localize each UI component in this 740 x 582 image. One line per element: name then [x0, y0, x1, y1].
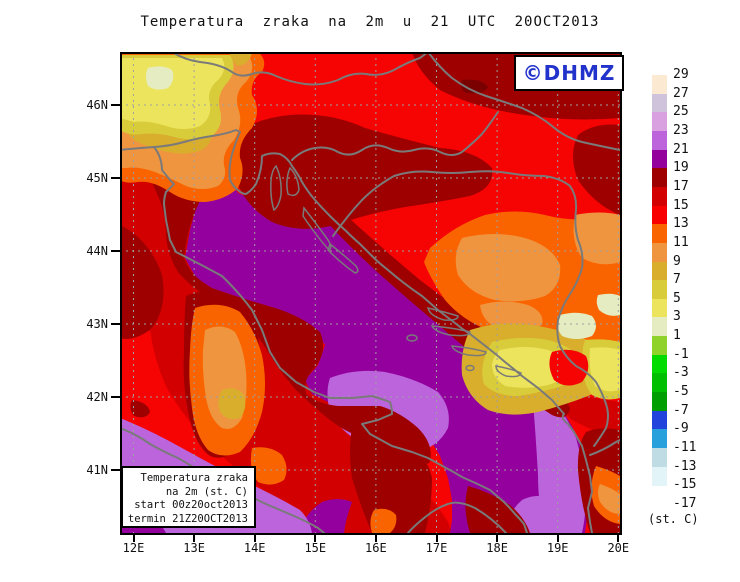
- dhmz-logo-box: ©DHMZ: [514, 55, 624, 91]
- country-borders: [120, 52, 620, 533]
- border-croatia-bosnia: [332, 170, 609, 447]
- colorbar-swatch: [652, 429, 667, 449]
- colorbar-tick-label: 21: [673, 141, 689, 157]
- lon-tick: [253, 533, 256, 542]
- field-palegreen-spots: [146, 66, 620, 339]
- colorbar-swatch: [652, 317, 667, 337]
- lat-label: 45N: [86, 171, 108, 185]
- lon-label: 20E: [607, 541, 630, 555]
- colorbar-swatch: [652, 224, 667, 244]
- lon-label: 14E: [243, 541, 266, 555]
- colorbar-swatch: [652, 93, 667, 113]
- colorbar-unit-label: (st. C): [648, 512, 699, 526]
- lat-label: 42N: [86, 390, 108, 404]
- colorbar-swatch: [652, 448, 667, 468]
- colorbar-tick-label: 17: [673, 178, 689, 194]
- border-montenegro-albania: [589, 439, 620, 456]
- info-line-2: na 2m (st. C): [165, 485, 248, 498]
- lon-label: 19E: [546, 541, 569, 555]
- lon-label: 17E: [425, 541, 448, 555]
- colorbar-tick-label: 27: [673, 85, 689, 101]
- border-hungary: [427, 52, 620, 151]
- colorbar-tick-label: -9: [673, 421, 689, 437]
- colorbar-tick-label: 15: [673, 197, 689, 213]
- colorbar-swatch: [652, 392, 667, 412]
- colorbar-tick-label: 11: [673, 234, 689, 250]
- colorbar-tick-label: 9: [673, 253, 681, 269]
- colorbar-swatch: [652, 242, 667, 262]
- colorbar-swatch: [652, 149, 667, 169]
- chart-title: Temperatura zraka na 2m u 21 UTC 20OCT20…: [140, 14, 600, 30]
- colorbar-tick-label: 3: [673, 309, 681, 325]
- colorbar-tick-label: -13: [673, 458, 697, 474]
- colorbar-swatch: [652, 354, 667, 374]
- lat-tick: [111, 250, 120, 252]
- coast-taranto-gulf: [407, 501, 507, 533]
- coast-italy-east: [153, 146, 528, 533]
- lat-tick: [111, 396, 120, 398]
- colorbar-swatch: [652, 205, 667, 225]
- colorbar-tick-label: -7: [673, 402, 689, 418]
- colorbar-swatch: [652, 373, 667, 393]
- lon-label: 15E: [304, 541, 327, 555]
- colorbar-tick-label: -15: [673, 477, 697, 493]
- lat-tick: [111, 323, 120, 325]
- colorbar-tick-label: 25: [673, 104, 689, 120]
- colorbar-swatch: [652, 410, 667, 430]
- lon-label: 16E: [365, 541, 387, 555]
- island-outlines: [270, 164, 522, 378]
- info-line-4: termin 21Z20OCT2013: [127, 512, 248, 525]
- lon-tick: [617, 533, 620, 542]
- colorbar-tick-label: -11: [673, 440, 697, 455]
- colorbar-swatch: [652, 466, 667, 486]
- lon-tick: [132, 533, 135, 542]
- colorbar-tick-label: 29: [673, 67, 689, 82]
- coast-croatia: [120, 129, 593, 533]
- lon-tick: [314, 533, 317, 542]
- colorbar-swatch: [652, 75, 667, 95]
- colorbar-swatch: [652, 168, 667, 188]
- lat-label: 41N: [86, 463, 108, 477]
- lat-tick: [111, 177, 120, 179]
- info-line-3: start 00z20oct2013: [134, 499, 248, 511]
- colorbar-swatch: [652, 298, 667, 318]
- colorbar-swatch: [652, 261, 667, 281]
- colorbar-tick-label: 13: [673, 216, 689, 232]
- lat-label: 44N: [86, 244, 108, 258]
- lon-tick: [193, 533, 196, 542]
- colorbar-tick-label: 7: [673, 272, 681, 288]
- lat-label: 43N: [86, 317, 108, 331]
- lon-label: 13E: [183, 541, 205, 555]
- colorbar-swatch: [652, 112, 667, 132]
- lon-tick: [556, 533, 559, 542]
- temperature-map: [120, 52, 620, 533]
- colorbar-swatch: [652, 336, 667, 356]
- lon-label: 12E: [122, 541, 145, 555]
- colorbar-swatch: [652, 186, 667, 207]
- border-slovenia-croatia: [291, 111, 499, 161]
- graticule: [120, 52, 620, 533]
- colorbar-tick-label: -17: [673, 495, 697, 511]
- colorbar-tick-label: -3: [673, 365, 689, 381]
- lat-label: 46N: [86, 98, 108, 112]
- colorbar-swatch: [652, 130, 667, 151]
- lon-tick: [435, 533, 438, 542]
- colorbar-tick-label: 1: [673, 328, 681, 344]
- colorbar-tick-label: 23: [673, 122, 689, 138]
- colorbar-tick-label: -1: [673, 346, 689, 362]
- colorbar-tick-label: 19: [673, 160, 689, 176]
- border-alps: [171, 52, 429, 86]
- dhmz-logo-text: ©DHMZ: [522, 61, 616, 85]
- colorbar-swatch: [652, 280, 667, 300]
- colorbar-tick-label: -5: [673, 384, 689, 400]
- info-line-1: Temperatura zraka: [140, 472, 248, 484]
- lat-tick: [111, 104, 120, 106]
- run-info-box: Temperatura zraka na 2m (st. C) start 00…: [121, 466, 256, 528]
- colorbar-tick-label: 5: [673, 290, 681, 306]
- lon-tick: [374, 533, 377, 542]
- lat-tick: [111, 469, 120, 471]
- lon-tick: [496, 533, 499, 542]
- lon-label: 18E: [486, 541, 508, 555]
